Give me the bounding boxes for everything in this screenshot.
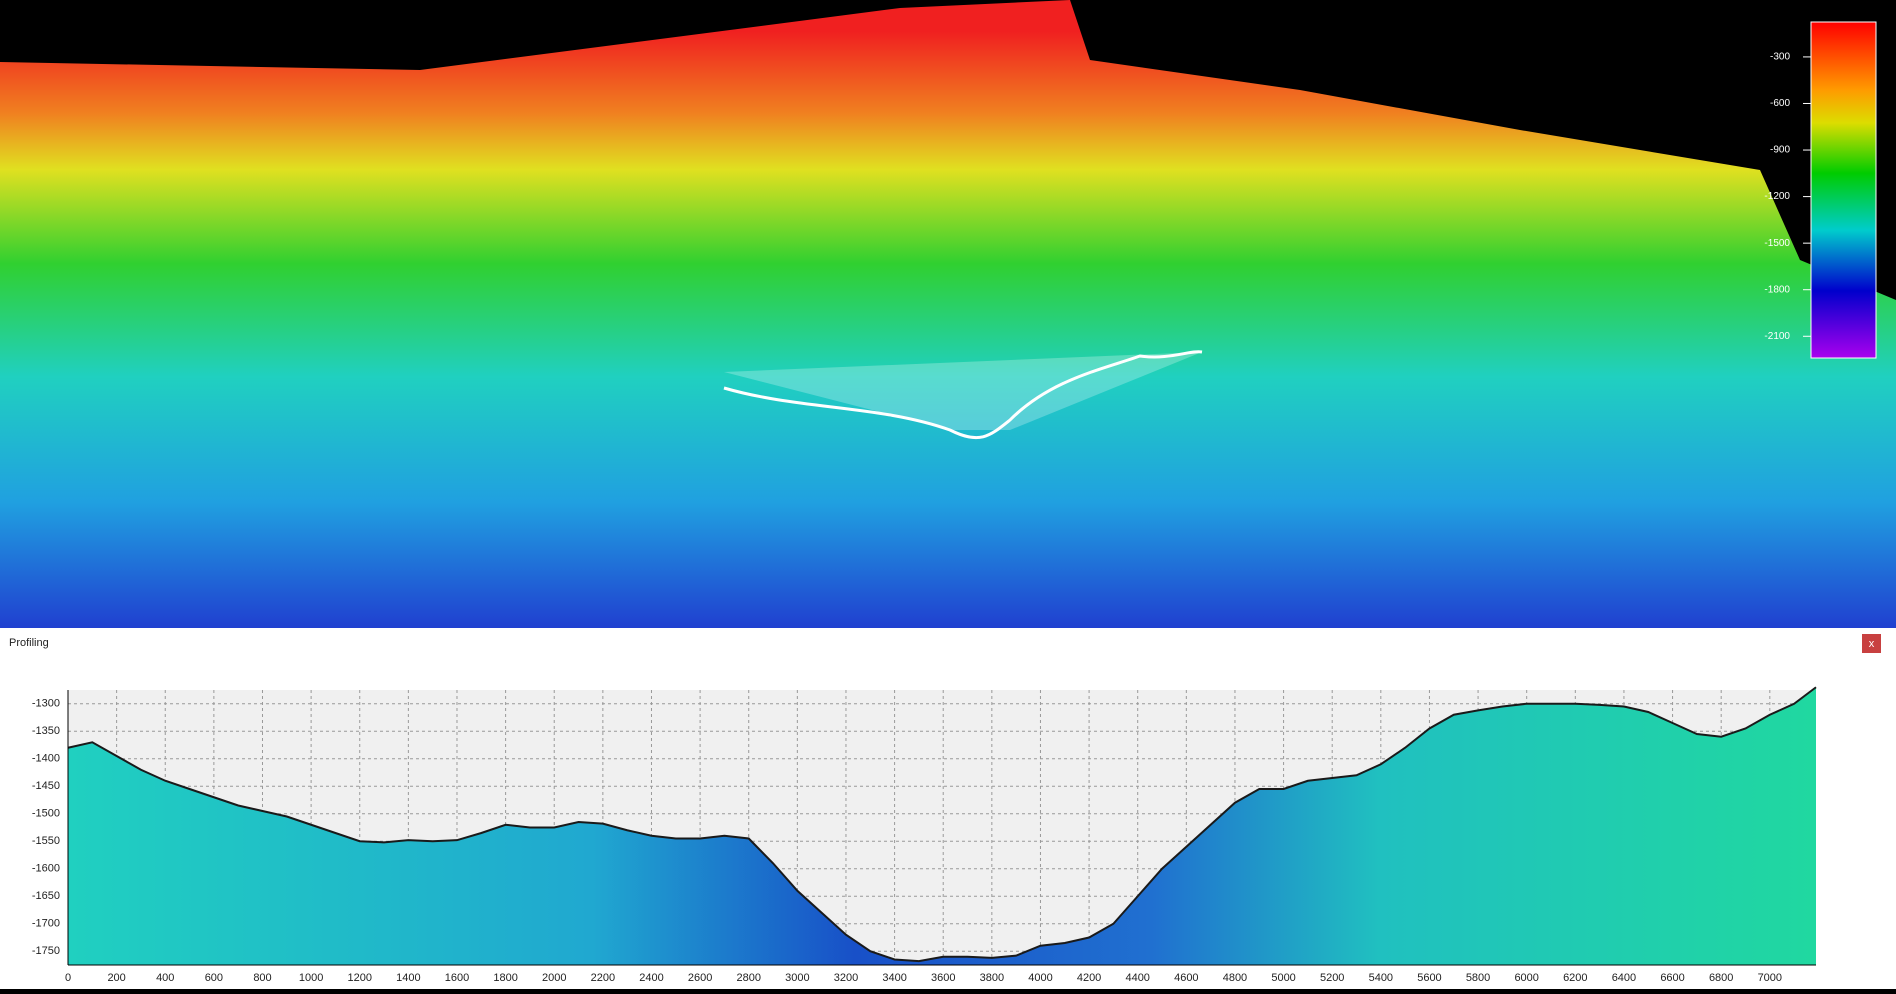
color-bar-label: -1500 <box>1764 238 1790 249</box>
y-tick-label: -1450 <box>32 780 60 792</box>
profile-area <box>68 687 1816 965</box>
x-tick-label: 5200 <box>1320 972 1344 984</box>
x-tick-label: 2000 <box>542 972 566 984</box>
x-tick-label: 6000 <box>1514 972 1538 984</box>
x-tick-label: 5400 <box>1369 972 1393 984</box>
x-tick-label: 4600 <box>1174 972 1198 984</box>
y-tick-label: -1650 <box>32 890 60 902</box>
y-tick-label: -1700 <box>32 918 60 930</box>
x-tick-label: 1000 <box>299 972 323 984</box>
x-tick-label: 2800 <box>736 972 760 984</box>
profile-track <box>723 350 1203 440</box>
x-tick-label: 5600 <box>1417 972 1441 984</box>
x-tick-label: 600 <box>205 972 223 984</box>
color-bar-label: -600 <box>1770 98 1790 109</box>
x-tick-label: 0 <box>65 972 71 984</box>
x-tick-label: 3400 <box>882 972 906 984</box>
x-tick-label: 3200 <box>834 972 858 984</box>
x-tick-label: 200 <box>107 972 125 984</box>
x-tick-label: 1400 <box>396 972 420 984</box>
x-tick-label: 4000 <box>1028 972 1052 984</box>
y-tick-label: -1600 <box>32 863 60 875</box>
x-tick-label: 4200 <box>1077 972 1101 984</box>
close-button[interactable] <box>1862 634 1881 653</box>
close-label[interactable]: x <box>1869 638 1875 650</box>
color-bar-label: -1200 <box>1764 191 1790 202</box>
y-tick-label: -1550 <box>32 835 60 847</box>
x-tick-label: 3600 <box>931 972 955 984</box>
x-tick-label: 3000 <box>785 972 809 984</box>
color-bar-label: -1800 <box>1764 284 1790 295</box>
terrain <box>0 0 1896 628</box>
x-tick-label: 800 <box>253 972 271 984</box>
y-tick-label: -1500 <box>32 808 60 820</box>
x-tick-label: 6200 <box>1563 972 1587 984</box>
x-tick-label: 6400 <box>1612 972 1636 984</box>
x-tick-label: 2600 <box>688 972 712 984</box>
color-bar-label: -2100 <box>1764 331 1790 342</box>
x-tick-label: 2200 <box>591 972 615 984</box>
x-tick-label: 4800 <box>1223 972 1247 984</box>
x-tick-label: 2400 <box>639 972 663 984</box>
y-tick-label: -1400 <box>32 753 60 765</box>
x-tick-label: 400 <box>156 972 174 984</box>
y-tick-label: -1350 <box>32 725 60 737</box>
panel-title: Profiling <box>9 637 49 649</box>
x-tick-label: 5800 <box>1466 972 1490 984</box>
profile-line <box>67 686 1817 963</box>
terrain-view[interactable] <box>0 0 1896 628</box>
x-tick-label: 1600 <box>445 972 469 984</box>
y-tick-label: -1750 <box>32 945 60 957</box>
x-tick-label: 5000 <box>1271 972 1295 984</box>
profile-plane <box>724 352 1202 430</box>
y-tick-label: -1300 <box>32 698 60 710</box>
x-tick-label: 7000 <box>1758 972 1782 984</box>
color-bar-label: -900 <box>1770 145 1790 156</box>
x-tick-label: 1200 <box>347 972 371 984</box>
color-bar-label: -300 <box>1770 52 1790 63</box>
x-tick-label: 6800 <box>1709 972 1733 984</box>
x-tick-label: 6600 <box>1660 972 1684 984</box>
x-tick-label: 1800 <box>493 972 517 984</box>
color-bar <box>1810 21 1877 359</box>
x-tick-label: 4400 <box>1125 972 1149 984</box>
x-tick-label: 3800 <box>980 972 1004 984</box>
